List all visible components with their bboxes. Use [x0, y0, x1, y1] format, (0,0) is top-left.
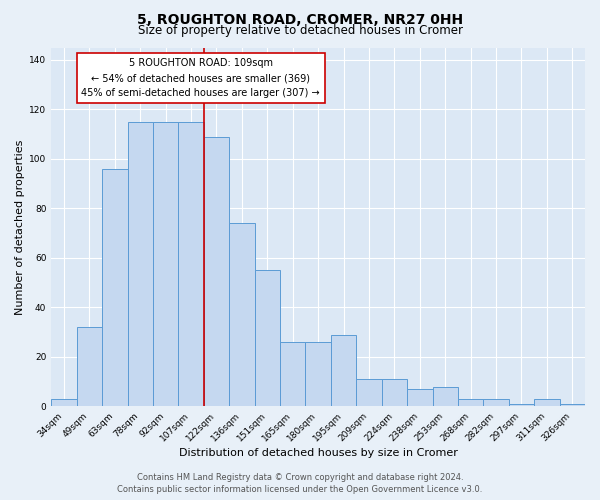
Text: Size of property relative to detached houses in Cromer: Size of property relative to detached ho…: [137, 24, 463, 37]
Bar: [382, 379, 407, 406]
Bar: [356, 379, 382, 406]
Bar: [407, 389, 433, 406]
Bar: [204, 136, 229, 406]
Bar: [458, 399, 484, 406]
Bar: [51, 399, 77, 406]
Bar: [153, 122, 178, 406]
Bar: [560, 404, 585, 406]
Text: 5 ROUGHTON ROAD: 109sqm
← 54% of detached houses are smaller (369)
45% of semi-d: 5 ROUGHTON ROAD: 109sqm ← 54% of detache…: [82, 58, 320, 98]
Bar: [484, 399, 509, 406]
Bar: [254, 270, 280, 406]
Bar: [280, 342, 305, 406]
Bar: [102, 169, 128, 406]
Bar: [509, 404, 534, 406]
Bar: [77, 327, 102, 406]
Bar: [433, 386, 458, 406]
X-axis label: Distribution of detached houses by size in Cromer: Distribution of detached houses by size …: [179, 448, 458, 458]
Bar: [534, 399, 560, 406]
Text: 5, ROUGHTON ROAD, CROMER, NR27 0HH: 5, ROUGHTON ROAD, CROMER, NR27 0HH: [137, 12, 463, 26]
Y-axis label: Number of detached properties: Number of detached properties: [15, 140, 25, 314]
Bar: [178, 122, 204, 406]
Bar: [305, 342, 331, 406]
Bar: [128, 122, 153, 406]
Bar: [229, 223, 254, 406]
Text: Contains HM Land Registry data © Crown copyright and database right 2024.
Contai: Contains HM Land Registry data © Crown c…: [118, 472, 482, 494]
Bar: [331, 334, 356, 406]
